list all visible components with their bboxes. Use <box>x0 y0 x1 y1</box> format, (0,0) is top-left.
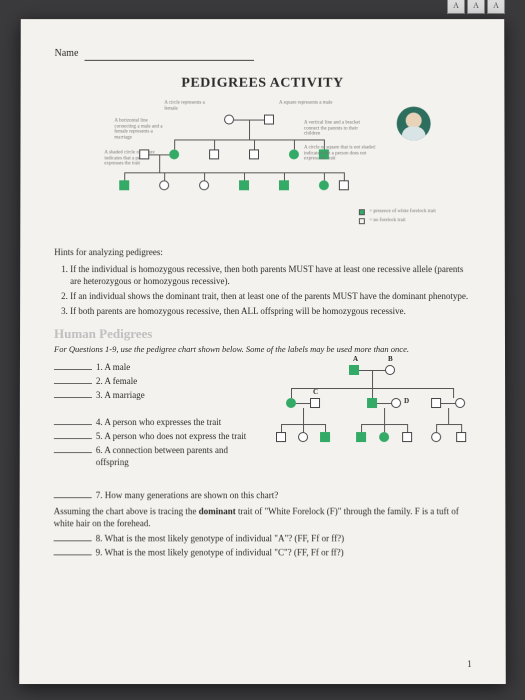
key-label-vertical: A vertical line and a bracket connect th… <box>304 121 374 137</box>
square-symbol <box>264 115 274 125</box>
legend-empty-icon <box>359 218 365 224</box>
node-b <box>385 365 395 375</box>
key-label-square: A square represents a male <box>279 101 334 106</box>
tab: A <box>487 0 505 14</box>
worksheet-page: Name PEDIGREES ACTIVITY A circle represe… <box>19 19 506 684</box>
name-label: Name <box>55 48 79 59</box>
assumption-text: Assuming the chart above is tracing the … <box>54 505 472 529</box>
section-heading: Human Pedigrees <box>54 325 471 343</box>
node-label-c: C <box>313 388 318 397</box>
legend-filled-icon <box>359 209 365 215</box>
question-9: 9. What is the most likely genotype of i… <box>54 546 472 558</box>
name-field: Name <box>55 47 471 60</box>
hints-heading: Hints for analyzing pedigrees: <box>54 247 471 259</box>
question-5: 5. A person who does not express the tra… <box>54 430 263 442</box>
name-blank <box>85 59 255 60</box>
question-2: 2. A female <box>54 375 263 387</box>
sibling-line <box>174 140 324 141</box>
descent-line <box>249 120 250 140</box>
page-title: PEDIGREES ACTIVITY <box>55 74 471 93</box>
node-a <box>349 365 359 375</box>
question-pedigree-chart: A B C D <box>271 357 471 477</box>
question-8: 8. What is the most likely genotype of i… <box>54 532 472 544</box>
key-legend: = presence of white forelock trait = no … <box>359 207 435 226</box>
tab: A <box>467 0 485 14</box>
node-label-b: B <box>388 355 393 364</box>
section-instructions: For Questions 1-9, use the pedigree char… <box>54 344 471 355</box>
hint-item: If an individual shows the dominant trai… <box>70 290 471 302</box>
node-gen2 <box>286 398 296 408</box>
answer-blank <box>54 361 92 370</box>
avatar-illustration <box>397 107 431 141</box>
question-6: 6. A connection between parents and offs… <box>54 444 263 468</box>
question-4: 4. A person who expresses the trait <box>54 416 263 428</box>
key-label-horizontal: A horizontal line connecting a male and … <box>114 119 169 141</box>
key-label-unshaded: A circle or square that is not shaded in… <box>304 146 379 162</box>
key-label-circle: A circle represents a female <box>164 101 219 112</box>
pedigree-key-diagram: A circle represents a female A square re… <box>54 101 471 240</box>
corner-tabs: A A A <box>447 0 505 14</box>
tab: A <box>447 0 465 14</box>
hint-item: If the individual is homozygous recessiv… <box>70 263 471 287</box>
key-label-shaded: A shaded circle or square indicates that… <box>104 151 159 167</box>
node-label-d: D <box>404 397 409 406</box>
circle-symbol <box>224 115 234 125</box>
filled-circle-symbol <box>169 150 179 160</box>
node-label-a: A <box>353 355 358 364</box>
question-3: 3. A marriage <box>54 389 263 401</box>
hints-section: Hints for analyzing pedigrees: If the in… <box>54 247 471 318</box>
page-number: 1 <box>467 658 472 670</box>
question-1: 1. A male <box>54 361 263 373</box>
question-7: 7. How many generations are shown on thi… <box>54 489 472 501</box>
hint-item: If both parents are homozygous recessive… <box>70 305 471 317</box>
